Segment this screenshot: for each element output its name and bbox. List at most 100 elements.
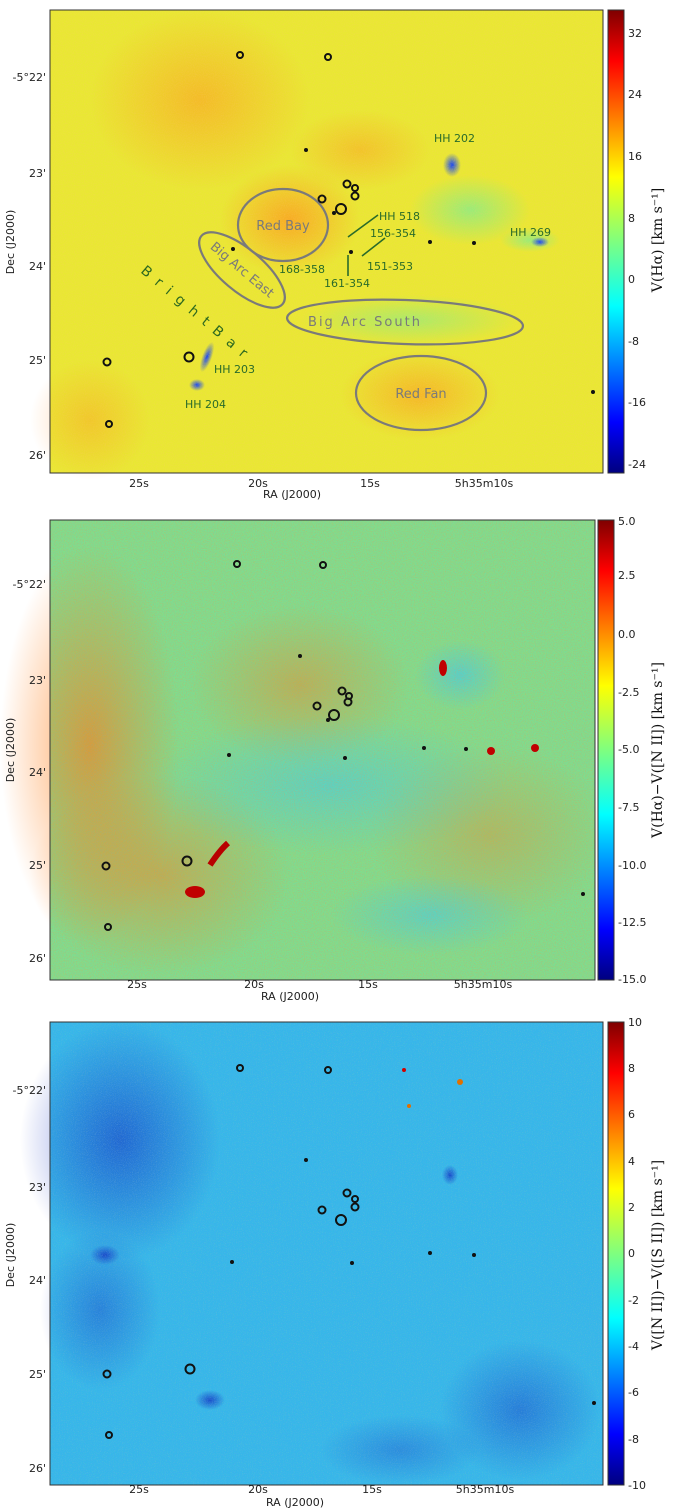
object-label-168-358: 168-358 <box>279 263 325 276</box>
y-ticks: -5°22' 23' 24' 25' 26' <box>13 578 47 965</box>
x-tick-label: 20s <box>248 477 268 490</box>
object-label-151-353: 151-353 <box>367 260 413 273</box>
x-ticks: 25s 20s 15s 5h35m10s <box>129 477 513 490</box>
colorbar-label: V(Hα)−V([N II]) [km s⁻¹] <box>650 662 666 839</box>
colorbar-tick-label: -10.0 <box>618 859 646 872</box>
colorbar-tick-label: -4 <box>628 1340 639 1353</box>
x-tick-label: 15s <box>358 978 378 991</box>
colorbar-tick-label: -24 <box>628 458 646 471</box>
object-label-hh202: HH 202 <box>434 132 475 145</box>
x-tick-label: 5h35m10s <box>454 978 513 991</box>
object-pointers <box>347 214 386 276</box>
y-tick-label: 25' <box>29 859 46 872</box>
x-tick-label: 25s <box>129 477 149 490</box>
colorbar-tick-label: 0 <box>628 273 635 286</box>
x-ticks: 25s 20s 15s 5h35m10s <box>127 978 512 991</box>
colorbar-tick-label: -10 <box>628 1479 646 1492</box>
colorbar-tick-label: 2.5 <box>618 569 636 582</box>
object-label-hh204: HH 204 <box>185 398 226 411</box>
heatmap-image <box>20 1020 604 1486</box>
heatmap-image <box>0 519 610 981</box>
colorbar <box>597 519 615 981</box>
object-labels: HH 202 HH 518 156-354 HH 269 168-358 151… <box>185 132 551 411</box>
y-tick-label: 23' <box>29 1181 46 1194</box>
red-bay-outline <box>236 187 330 263</box>
panel-nii-minus-sii: 25s 20s 15s 5h35m10s RA (J2000) -5°22' 2… <box>4 1016 666 1509</box>
colorbar-tick-label: 32 <box>628 27 642 40</box>
x-ticks: 25s 20s 15s 5h35m10s <box>129 1483 514 1496</box>
colorbar-tick-label: -8 <box>628 335 639 348</box>
colorbar <box>607 1021 625 1486</box>
y-tick-label: 26' <box>29 1462 46 1475</box>
big-arc-south-outline <box>285 298 525 346</box>
x-tick-label: 5h35m10s <box>456 1483 515 1496</box>
y-tick-label: 26' <box>29 449 46 462</box>
region-outlines <box>198 187 525 432</box>
heatmap-image <box>30 9 604 480</box>
object-label-hh269: HH 269 <box>510 226 551 239</box>
y-tick-label: 24' <box>29 1274 46 1287</box>
y-tick-label: 23' <box>29 674 46 687</box>
colorbar-ticks: 10 8 6 4 2 0 -2 -4 -6 -8 -10 <box>628 1016 646 1492</box>
region-label-red-fan: Red Fan <box>395 387 446 402</box>
colorbar-tick-label: 4 <box>628 1155 635 1168</box>
star-markers <box>101 560 353 931</box>
colorbar <box>607 9 625 474</box>
colorbar-tick-label: -5.0 <box>618 743 639 756</box>
x-tick-label: 25s <box>129 1483 149 1496</box>
x-tick-label: 5h35m10s <box>455 477 514 490</box>
y-axis-title: Dec (J2000) <box>4 718 17 783</box>
colorbar-tick-label: -2 <box>628 1294 639 1307</box>
red-fan-outline <box>354 354 488 432</box>
y-tick-label: -5°22' <box>13 71 47 84</box>
colorbar-tick-label: -8 <box>628 1433 639 1446</box>
x-tick-label: 15s <box>362 1483 382 1496</box>
colorbar-tick-label: -7.5 <box>618 801 639 814</box>
colorbar-tick-label: -2.5 <box>618 686 639 699</box>
panel-halpha-velocity: Red Bay Big Arc East Big Arc South Red F… <box>4 9 666 501</box>
star-dots <box>227 654 585 896</box>
panel-halpha-minus-nii: 25s 20s 15s 5h35m10s RA (J2000) -5°22' 2… <box>0 515 666 1003</box>
object-label-hh203: HH 203 <box>214 363 255 376</box>
colorbar-ticks: 5.0 2.5 0.0 -2.5 -5.0 -7.5 -10.0 -12.5 -… <box>618 515 646 986</box>
x-axis-title: RA (J2000) <box>266 1496 324 1509</box>
colorbar-tick-label: 16 <box>628 150 642 163</box>
colorbar-tick-label: 5.0 <box>618 515 636 528</box>
object-label-156-354: 156-354 <box>370 227 416 240</box>
y-ticks: -5°22' 23' 24' 25' 26' <box>13 71 47 462</box>
colorbar-tick-label: 0 <box>628 1247 635 1260</box>
object-label-hh518: HH 518 <box>379 210 420 223</box>
colorbar-tick-label: 24 <box>628 88 642 101</box>
y-tick-label: 26' <box>29 952 46 965</box>
star-markers <box>102 1064 360 1439</box>
y-axis-title: Dec (J2000) <box>4 210 17 275</box>
x-tick-label: 20s <box>248 1483 268 1496</box>
y-ticks: -5°22' 23' 24' 25' 26' <box>13 1084 47 1475</box>
y-tick-label: -5°22' <box>13 1084 47 1097</box>
star-markers <box>102 51 360 428</box>
x-axis-title: RA (J2000) <box>263 488 321 501</box>
colorbar-ticks: 32 24 16 8 0 -8 -16 -24 <box>628 27 646 471</box>
star-dots <box>230 1158 596 1405</box>
x-axis-title: RA (J2000) <box>261 990 319 1003</box>
colorbar-label: V([N II])−V([S II]) [km s⁻¹] <box>650 1160 666 1351</box>
colorbar-tick-label: 8 <box>628 1062 635 1075</box>
x-tick-label: 15s <box>360 477 380 490</box>
colorbar-tick-label: 8 <box>628 212 635 225</box>
colorbar-tick-label: 10 <box>628 1016 642 1029</box>
colorbar-tick-label: -16 <box>628 396 646 409</box>
colorbar-label: V(Hα) [km s⁻¹] <box>650 188 666 293</box>
y-tick-label: 23' <box>29 167 46 180</box>
star-dots <box>231 148 595 394</box>
object-label-161-354: 161-354 <box>324 277 370 290</box>
colorbar-tick-label: -12.5 <box>618 916 646 929</box>
y-tick-label: 25' <box>29 354 46 367</box>
region-label-big-arc-south: Big Arc South <box>308 315 422 330</box>
region-label-red-bay: Red Bay <box>256 219 310 234</box>
colorbar-tick-label: 0.0 <box>618 628 636 641</box>
y-tick-label: 24' <box>29 766 46 779</box>
colorbar-tick-label: -15.0 <box>618 973 646 986</box>
colorbar-tick-label: -6 <box>628 1386 639 1399</box>
y-tick-label: 25' <box>29 1368 46 1381</box>
colorbar-tick-label: 6 <box>628 1108 635 1121</box>
